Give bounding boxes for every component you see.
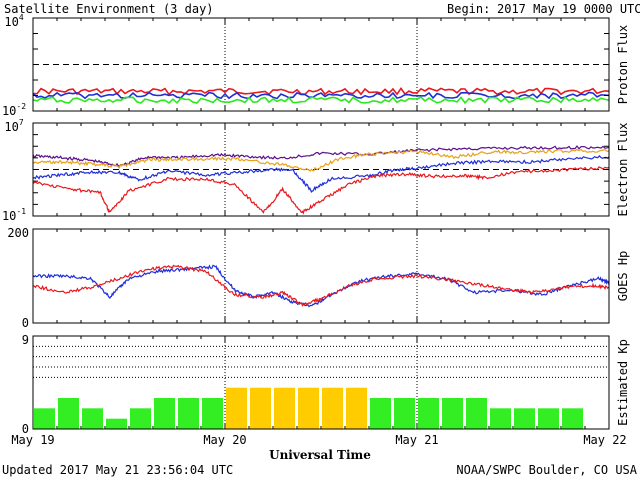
estimated-kp-ylabel: Estimated Kp — [616, 339, 630, 426]
updated-timestamp: Updated 2017 May 21 23:56:04 UTC — [2, 463, 233, 477]
kp-bar — [82, 408, 103, 429]
y-tick-label: 9 — [22, 333, 29, 347]
y-tick-label: 107 — [4, 118, 23, 134]
goes-hp-frame — [32, 228, 610, 324]
goes-hp-series-red — [32, 264, 610, 307]
begin-label: Begin: — [447, 2, 490, 16]
proton-flux-series-green — [32, 96, 610, 105]
kp-bar — [34, 408, 55, 429]
kp-bar — [370, 398, 391, 429]
y-tick-label: 104 — [4, 13, 23, 29]
kp-bar — [130, 408, 151, 429]
goes-hp-panel: 200 0 GOES Hp — [7, 226, 630, 330]
kp-bar — [202, 398, 223, 429]
kp-bar — [562, 408, 583, 429]
electron-flux-ylabel: Electron Flux — [616, 123, 630, 217]
y-tick-label: 200 — [7, 226, 29, 240]
kp-bar — [466, 398, 487, 429]
kp-bar — [394, 398, 415, 429]
y-tick-label: 10-2 — [2, 102, 26, 118]
x-tick-label: May 19 — [11, 433, 54, 447]
kp-bar — [490, 408, 511, 429]
kp-bar — [274, 387, 295, 429]
proton-flux-ylabel: Proton Flux — [616, 25, 630, 104]
goes-hp-ylabel: GOES Hp — [616, 251, 630, 302]
electron-flux-series-purple — [32, 145, 610, 168]
electron-flux-series-blue — [32, 155, 610, 194]
chart-panels: 104 10-2 Proton Flux 107 10-1 Electron Flux 20… — [2, 13, 630, 436]
kp-bar — [178, 398, 199, 429]
kp-bar — [346, 387, 367, 429]
kp-bar — [226, 387, 247, 429]
electron-flux-series-red — [32, 166, 610, 215]
proton-flux-panel: 104 10-2 Proton Flux — [2, 13, 630, 118]
electron-flux-series-orange — [32, 148, 610, 173]
y-tick-label: 0 — [22, 422, 29, 436]
kp-bar — [106, 418, 127, 429]
x-tick-label: May 22 — [583, 433, 626, 447]
estimated-kp-panel: 9 0 Estimated Kp — [22, 333, 630, 436]
begin-value: 2017 May 19 0000 UTC — [497, 2, 640, 16]
kp-bar — [298, 387, 319, 429]
kp-bar — [514, 408, 535, 429]
proton-flux-series-red — [32, 86, 610, 96]
kp-bar — [442, 398, 463, 429]
y-tick-label: 10-1 — [2, 207, 26, 223]
x-tick-label: May 21 — [395, 433, 438, 447]
kp-bar — [154, 398, 175, 429]
credit-text: NOAA/SWPC Boulder, CO USA — [456, 463, 637, 477]
kp-bar — [418, 398, 439, 429]
x-axis-label: Universal Time — [269, 448, 371, 462]
x-tick-label: May 20 — [203, 433, 246, 447]
y-tick-label: 0 — [22, 316, 29, 330]
kp-bar — [322, 387, 343, 429]
chart-title: Satellite Environment (3 day) — [4, 2, 214, 16]
kp-bar — [58, 398, 79, 429]
electron-flux-panel: 107 10-1 Electron Flux — [2, 118, 630, 223]
kp-bar — [250, 387, 271, 429]
kp-bar — [538, 408, 559, 429]
